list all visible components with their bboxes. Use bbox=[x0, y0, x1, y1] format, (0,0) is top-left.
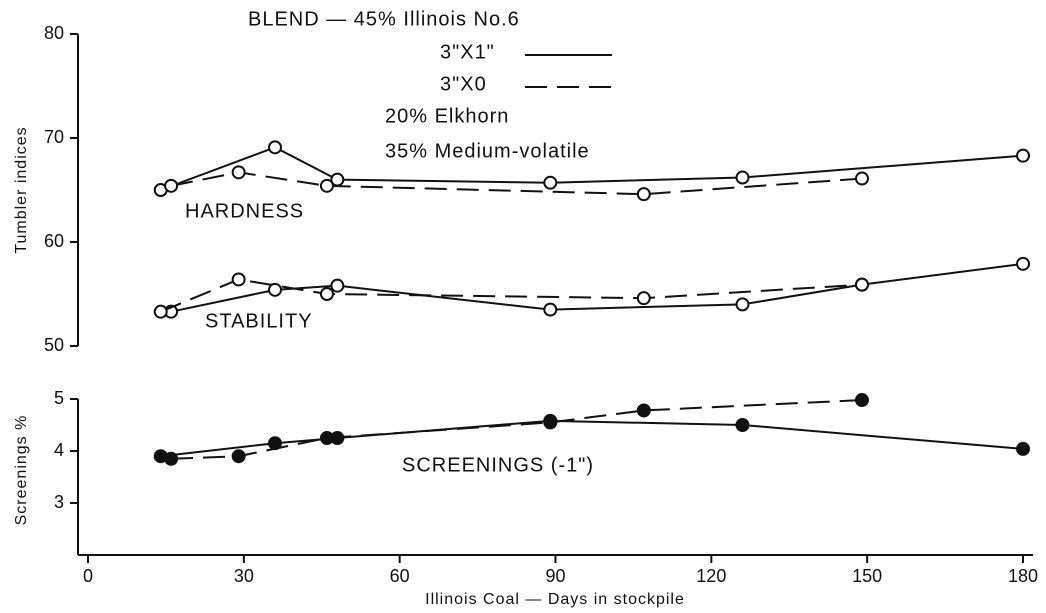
y-tick-label: 70 bbox=[44, 127, 64, 147]
data-point bbox=[636, 187, 651, 202]
data-point bbox=[1016, 441, 1030, 456]
data-point bbox=[153, 304, 168, 319]
x-tick-label: 0 bbox=[83, 566, 93, 586]
data-point bbox=[330, 278, 345, 293]
annotation: SCREENINGS (-1") bbox=[402, 454, 594, 476]
y-axis-label: Tumbler indices bbox=[13, 126, 30, 253]
data-point bbox=[735, 418, 750, 432]
x-tick-label: 30 bbox=[234, 566, 254, 586]
x-tick-label: 120 bbox=[696, 566, 726, 586]
data-point bbox=[268, 282, 282, 297]
data-point bbox=[636, 291, 651, 306]
y-tick-label: 60 bbox=[44, 231, 64, 251]
legend-note: 20% Elkhorn bbox=[385, 105, 509, 127]
series-line bbox=[170, 262, 1024, 313]
annotation: HARDNESS bbox=[185, 200, 304, 222]
series-line bbox=[160, 146, 1024, 191]
data-point bbox=[543, 175, 558, 190]
data-point bbox=[1016, 148, 1030, 163]
x-tick-label: 180 bbox=[1008, 566, 1038, 586]
data-point bbox=[164, 451, 179, 466]
data-point bbox=[1016, 256, 1030, 271]
data-point bbox=[319, 431, 334, 445]
data-point bbox=[735, 297, 750, 312]
y-tick-label: 50 bbox=[44, 335, 64, 355]
y-tick-label: 5 bbox=[54, 388, 64, 408]
data-point bbox=[319, 287, 334, 301]
data-point bbox=[164, 178, 179, 193]
series-line bbox=[170, 171, 863, 196]
data-point bbox=[854, 393, 869, 408]
series-line bbox=[171, 399, 863, 460]
x-tick-label: 150 bbox=[852, 566, 882, 586]
y-tick-label: 4 bbox=[54, 440, 64, 460]
y-axis-label: Screenings % bbox=[13, 415, 30, 526]
data-point bbox=[231, 272, 246, 287]
x-tick-label: 60 bbox=[390, 566, 410, 586]
data-point bbox=[854, 171, 869, 186]
annotation: STABILITY bbox=[205, 310, 313, 332]
legend-label: 3"X0 bbox=[440, 73, 487, 95]
data-point bbox=[268, 140, 282, 155]
y-tick-label: 3 bbox=[54, 492, 64, 512]
data-point bbox=[319, 178, 334, 193]
data-point bbox=[543, 302, 558, 317]
data-point bbox=[231, 449, 246, 464]
y-tick-label: 80 bbox=[44, 23, 64, 43]
data-point bbox=[543, 415, 558, 430]
series-line bbox=[160, 278, 863, 313]
series-line bbox=[160, 419, 1024, 458]
data-point bbox=[231, 165, 246, 180]
data-point bbox=[854, 277, 869, 292]
data-point bbox=[636, 403, 651, 418]
data-point bbox=[735, 170, 750, 185]
legend-note: 35% Medium-volatile bbox=[385, 140, 590, 162]
x-tick-label: 90 bbox=[545, 566, 565, 586]
legend-label: 3"X1" bbox=[440, 41, 495, 63]
x-axis-label: Illinois Coal — Days in stockpile bbox=[425, 591, 685, 608]
legend-title: BLEND — 45% Illinois No.6 bbox=[248, 8, 520, 30]
